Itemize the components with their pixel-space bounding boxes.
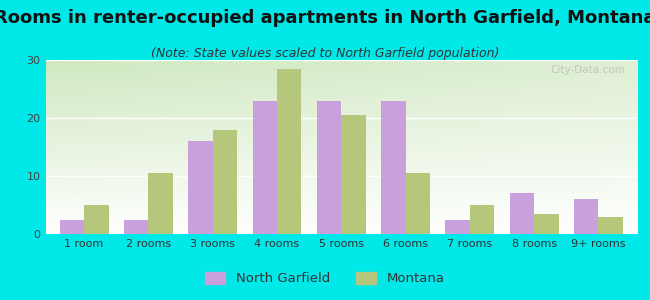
Bar [445, 220, 470, 234]
Bar [406, 173, 430, 234]
Bar [317, 100, 341, 234]
Bar [60, 220, 84, 234]
Bar [574, 199, 599, 234]
Bar [188, 141, 213, 234]
Bar [341, 115, 366, 234]
Bar [381, 100, 406, 234]
Bar [148, 173, 173, 234]
Bar [510, 194, 534, 234]
Bar [534, 214, 558, 234]
Bar [470, 205, 494, 234]
Text: Rooms in renter-occupied apartments in North Garfield, Montana: Rooms in renter-occupied apartments in N… [0, 9, 650, 27]
Bar [124, 220, 148, 234]
Bar [213, 130, 237, 234]
Text: (Note: State values scaled to North Garfield population): (Note: State values scaled to North Garf… [151, 46, 499, 59]
Bar [84, 205, 109, 234]
Text: City-Data.com: City-Data.com [551, 65, 625, 75]
Bar [277, 69, 302, 234]
Bar [253, 100, 277, 234]
Bar [599, 217, 623, 234]
Legend: North Garfield, Montana: North Garfield, Montana [200, 266, 450, 290]
